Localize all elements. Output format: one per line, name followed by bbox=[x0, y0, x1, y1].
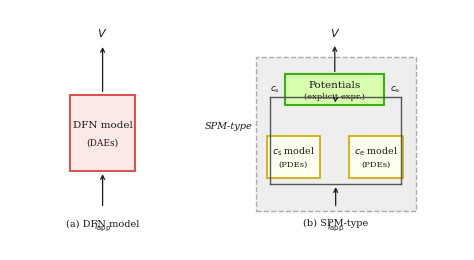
Text: $V$: $V$ bbox=[98, 27, 108, 39]
Text: $i_\mathrm{app}$: $i_\mathrm{app}$ bbox=[94, 219, 111, 234]
Text: (b) SPM-type: (b) SPM-type bbox=[303, 219, 368, 228]
Text: (DAEs): (DAEs) bbox=[87, 139, 118, 148]
Bar bbox=[349, 136, 403, 178]
Text: (a) DFN model: (a) DFN model bbox=[66, 219, 139, 228]
Text: SPM-type: SPM-type bbox=[205, 122, 253, 131]
Text: (PDEs): (PDEs) bbox=[279, 161, 308, 169]
Text: (explicit expr.): (explicit expr.) bbox=[304, 93, 365, 101]
Text: $c_\mathrm{e}$: $c_\mathrm{e}$ bbox=[390, 85, 401, 95]
Text: Potentials: Potentials bbox=[309, 81, 361, 90]
Text: $c_\mathrm{e}$ model: $c_\mathrm{e}$ model bbox=[354, 146, 398, 158]
Bar bbox=[70, 95, 135, 171]
Text: $i_\mathrm{app}$: $i_\mathrm{app}$ bbox=[327, 219, 344, 234]
Text: DFN model: DFN model bbox=[73, 121, 133, 130]
Text: (PDEs): (PDEs) bbox=[362, 161, 391, 169]
Bar bbox=[285, 74, 384, 105]
Text: $c_\mathrm{s}$ model: $c_\mathrm{s}$ model bbox=[272, 146, 315, 158]
Text: $V$: $V$ bbox=[329, 27, 340, 39]
Bar bbox=[267, 136, 320, 178]
Bar bbox=[256, 57, 416, 211]
Text: $c_\mathrm{s}$: $c_\mathrm{s}$ bbox=[271, 85, 281, 95]
